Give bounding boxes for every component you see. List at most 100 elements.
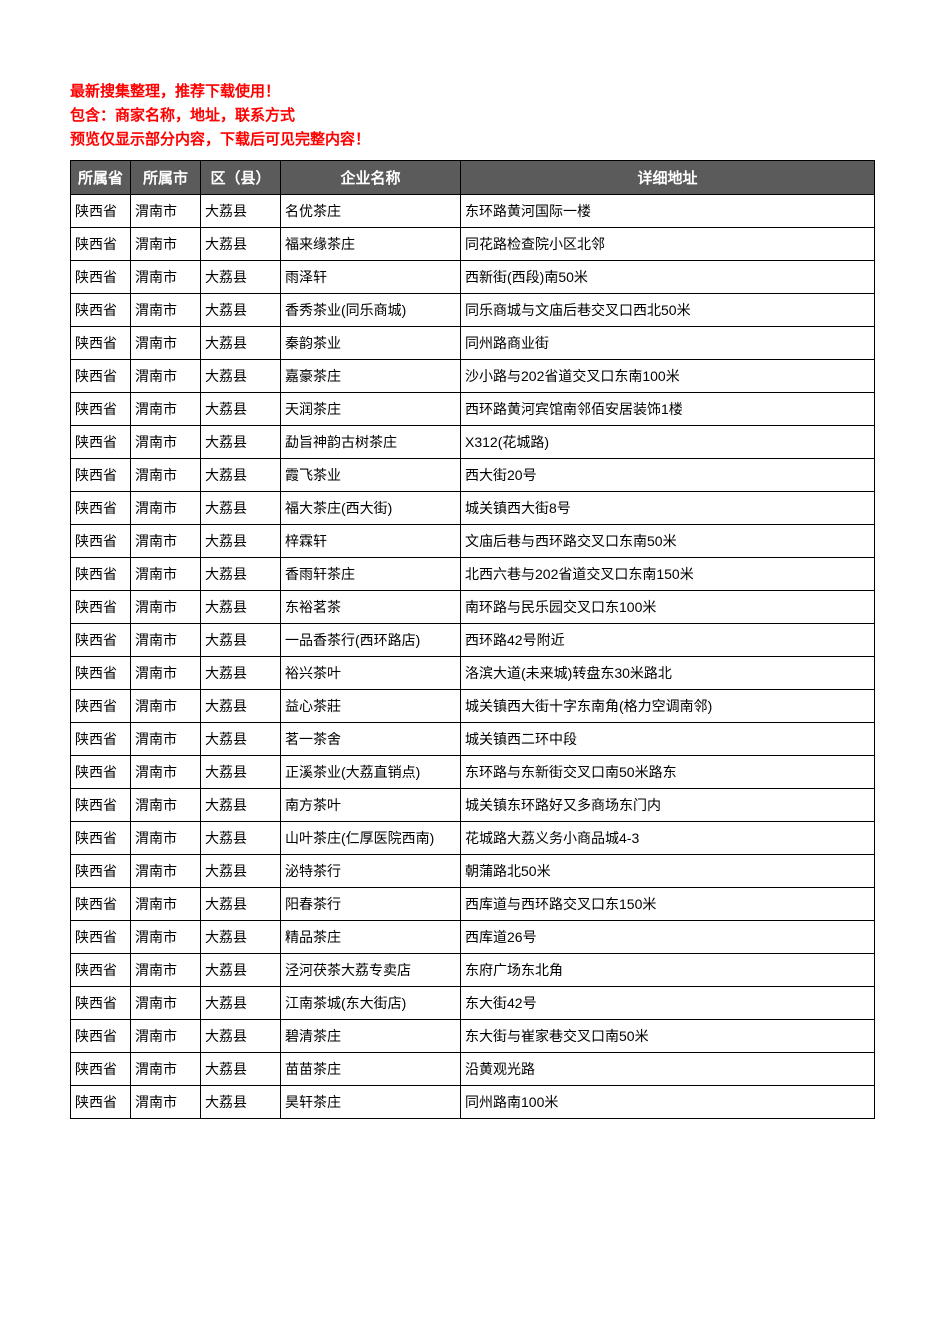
table-cell: 苗苗茶庄 bbox=[281, 1053, 461, 1086]
table-cell: 渭南市 bbox=[131, 1086, 201, 1119]
table-cell: 梓霖轩 bbox=[281, 525, 461, 558]
table-cell: 城关镇东环路好又多商场东门内 bbox=[461, 789, 875, 822]
table-cell: 大荔县 bbox=[201, 822, 281, 855]
table-cell: 渭南市 bbox=[131, 855, 201, 888]
table-row: 陕西省渭南市大荔县一品香茶行(西环路店)西环路42号附近 bbox=[71, 624, 875, 657]
table-cell: 陕西省 bbox=[71, 690, 131, 723]
table-cell: 泾河茯茶大荔专卖店 bbox=[281, 954, 461, 987]
table-cell: 陕西省 bbox=[71, 756, 131, 789]
table-body: 陕西省渭南市大荔县名优茶庄东环路黄河国际一楼陕西省渭南市大荔县福来缘茶庄同花路检… bbox=[71, 195, 875, 1119]
table-cell: 洛滨大道(未来城)转盘东30米路北 bbox=[461, 657, 875, 690]
table-cell: 陕西省 bbox=[71, 360, 131, 393]
table-row: 陕西省渭南市大荔县福来缘茶庄同花路检查院小区北邻 bbox=[71, 228, 875, 261]
table-cell: 大荔县 bbox=[201, 888, 281, 921]
table-cell: 渭南市 bbox=[131, 723, 201, 756]
table-cell: 大荔县 bbox=[201, 360, 281, 393]
table-row: 陕西省渭南市大荔县正溪茶业(大荔直销点)东环路与东新街交叉口南50米路东 bbox=[71, 756, 875, 789]
table-cell: 碧清茶庄 bbox=[281, 1020, 461, 1053]
table-cell: 渭南市 bbox=[131, 228, 201, 261]
table-cell: 渭南市 bbox=[131, 393, 201, 426]
table-row: 陕西省渭南市大荔县雨泽轩西新街(西段)南50米 bbox=[71, 261, 875, 294]
table-cell: 大荔县 bbox=[201, 525, 281, 558]
table-cell: 东裕茗茶 bbox=[281, 591, 461, 624]
table-cell: 南环路与民乐园交叉口东100米 bbox=[461, 591, 875, 624]
table-cell: 朝蒲路北50米 bbox=[461, 855, 875, 888]
business-table: 所属省 所属市 区（县） 企业名称 详细地址 陕西省渭南市大荔县名优茶庄东环路黄… bbox=[70, 160, 875, 1119]
table-row: 陕西省渭南市大荔县南方茶叶城关镇东环路好又多商场东门内 bbox=[71, 789, 875, 822]
table-cell: 山叶茶庄(仁厚医院西南) bbox=[281, 822, 461, 855]
table-cell: 东府广场东北角 bbox=[461, 954, 875, 987]
table-cell: 文庙后巷与西环路交叉口东南50米 bbox=[461, 525, 875, 558]
table-cell: 陕西省 bbox=[71, 888, 131, 921]
table-cell: 大荔县 bbox=[201, 558, 281, 591]
table-cell: 东环路黄河国际一楼 bbox=[461, 195, 875, 228]
table-cell: 同乐商城与文庙后巷交叉口西北50米 bbox=[461, 294, 875, 327]
table-cell: 渭南市 bbox=[131, 525, 201, 558]
table-cell: 陕西省 bbox=[71, 228, 131, 261]
table-cell: 同州路商业街 bbox=[461, 327, 875, 360]
table-cell: 渭南市 bbox=[131, 789, 201, 822]
table-cell: 大荔县 bbox=[201, 459, 281, 492]
table-cell: 渭南市 bbox=[131, 492, 201, 525]
table-cell: 大荔县 bbox=[201, 921, 281, 954]
table-cell: 秦韵茶业 bbox=[281, 327, 461, 360]
table-cell: 大荔县 bbox=[201, 1020, 281, 1053]
table-cell: 大荔县 bbox=[201, 789, 281, 822]
table-cell: 东大街与崔家巷交叉口南50米 bbox=[461, 1020, 875, 1053]
table-cell: 陕西省 bbox=[71, 327, 131, 360]
table-cell: 大荔县 bbox=[201, 855, 281, 888]
table-cell: 勐旨神韵古树茶庄 bbox=[281, 426, 461, 459]
table-cell: 福大茶庄(西大街) bbox=[281, 492, 461, 525]
col-header-province: 所属省 bbox=[71, 161, 131, 195]
table-cell: 西库道与西环路交叉口东150米 bbox=[461, 888, 875, 921]
table-cell: 陕西省 bbox=[71, 492, 131, 525]
table-cell: 城关镇西大街8号 bbox=[461, 492, 875, 525]
table-row: 陕西省渭南市大荔县江南茶城(东大街店)东大街42号 bbox=[71, 987, 875, 1020]
table-cell: 南方茶叶 bbox=[281, 789, 461, 822]
table-row: 陕西省渭南市大荔县泌特茶行朝蒲路北50米 bbox=[71, 855, 875, 888]
table-cell: 大荔县 bbox=[201, 657, 281, 690]
table-row: 陕西省渭南市大荔县昊轩茶庄同州路南100米 bbox=[71, 1086, 875, 1119]
table-row: 陕西省渭南市大荔县泾河茯茶大荔专卖店东府广场东北角 bbox=[71, 954, 875, 987]
col-header-company: 企业名称 bbox=[281, 161, 461, 195]
table-cell: 渭南市 bbox=[131, 261, 201, 294]
table-row: 陕西省渭南市大荔县山叶茶庄(仁厚医院西南)花城路大荔义务小商品城4-3 bbox=[71, 822, 875, 855]
table-cell: 渭南市 bbox=[131, 327, 201, 360]
table-row: 陕西省渭南市大荔县苗苗茶庄沿黄观光路 bbox=[71, 1053, 875, 1086]
table-cell: 益心茶莊 bbox=[281, 690, 461, 723]
table-cell: 大荔县 bbox=[201, 690, 281, 723]
table-cell: 渭南市 bbox=[131, 360, 201, 393]
table-cell: 渭南市 bbox=[131, 1053, 201, 1086]
table-cell: 渭南市 bbox=[131, 459, 201, 492]
table-cell: 渭南市 bbox=[131, 921, 201, 954]
table-cell: 福来缘茶庄 bbox=[281, 228, 461, 261]
table-row: 陕西省渭南市大荔县碧清茶庄东大街与崔家巷交叉口南50米 bbox=[71, 1020, 875, 1053]
col-header-city: 所属市 bbox=[131, 161, 201, 195]
table-cell: 陕西省 bbox=[71, 624, 131, 657]
table-header-row: 所属省 所属市 区（县） 企业名称 详细地址 bbox=[71, 161, 875, 195]
table-cell: 一品香茶行(西环路店) bbox=[281, 624, 461, 657]
table-cell: 西新街(西段)南50米 bbox=[461, 261, 875, 294]
table-row: 陕西省渭南市大荔县嘉豪茶庄沙小路与202省道交叉口东南100米 bbox=[71, 360, 875, 393]
table-row: 陕西省渭南市大荔县东裕茗茶南环路与民乐园交叉口东100米 bbox=[71, 591, 875, 624]
table-cell: 大荔县 bbox=[201, 987, 281, 1020]
header-note-1: 最新搜集整理，推荐下载使用！ bbox=[70, 80, 875, 104]
table-cell: 大荔县 bbox=[201, 1086, 281, 1119]
table-cell: 大荔县 bbox=[201, 492, 281, 525]
table-cell: 大荔县 bbox=[201, 426, 281, 459]
table-cell: 东大街42号 bbox=[461, 987, 875, 1020]
table-cell: 大荔县 bbox=[201, 591, 281, 624]
table-cell: 同州路南100米 bbox=[461, 1086, 875, 1119]
table-cell: 西大街20号 bbox=[461, 459, 875, 492]
table-cell: 泌特茶行 bbox=[281, 855, 461, 888]
table-cell: 陕西省 bbox=[71, 525, 131, 558]
header-notes: 最新搜集整理，推荐下载使用！ 包含：商家名称，地址，联系方式 预览仅显示部分内容… bbox=[70, 80, 875, 152]
table-cell: 茗一茶舍 bbox=[281, 723, 461, 756]
table-row: 陕西省渭南市大荔县香雨轩茶庄北西六巷与202省道交叉口东南150米 bbox=[71, 558, 875, 591]
table-row: 陕西省渭南市大荔县霞飞茶业西大街20号 bbox=[71, 459, 875, 492]
table-row: 陕西省渭南市大荔县益心茶莊城关镇西大街十字东南角(格力空调南邻) bbox=[71, 690, 875, 723]
table-cell: 大荔县 bbox=[201, 294, 281, 327]
table-cell: 同花路检查院小区北邻 bbox=[461, 228, 875, 261]
table-cell: 陕西省 bbox=[71, 261, 131, 294]
table-cell: 大荔县 bbox=[201, 954, 281, 987]
